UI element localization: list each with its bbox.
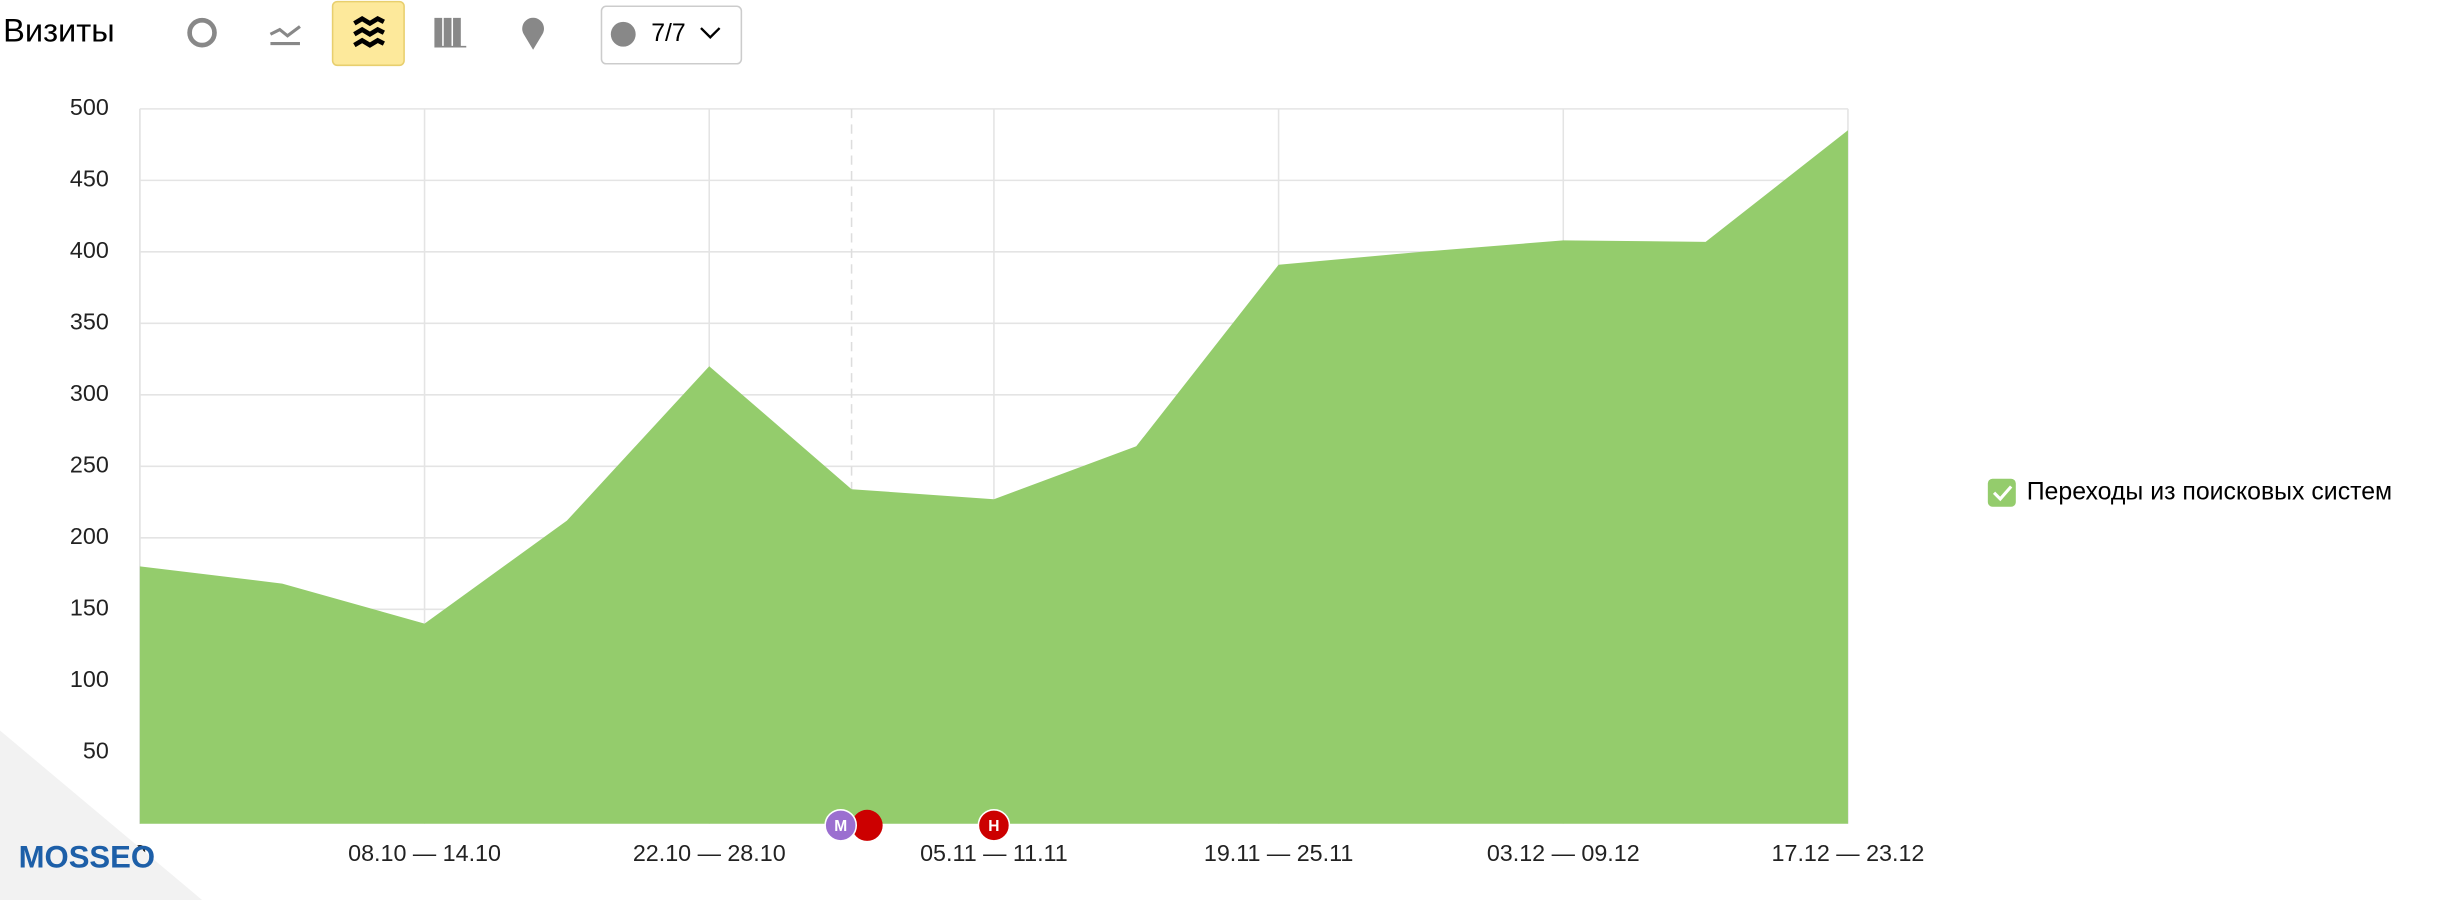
header-title: Визиты	[3, 11, 115, 48]
x-tick-label: 19.11 — 25.11	[1204, 840, 1353, 866]
x-tick-label: 08.10 — 14.10	[348, 840, 501, 866]
annotation-label: Н	[988, 818, 999, 835]
chevron	[700, 27, 721, 40]
y-tick-label: 450	[70, 166, 109, 192]
y-tick-label: 200	[70, 523, 109, 549]
annotation-marker[interactable]	[851, 809, 883, 841]
line-icon[interactable]	[269, 25, 301, 46]
filter-label: 7/7	[651, 19, 686, 47]
x-tick-label: 03.12 — 09.12	[1487, 840, 1640, 866]
comment-icon	[610, 21, 636, 47]
y-tick-label: 300	[70, 380, 109, 406]
y-tick-label: 250	[70, 451, 109, 477]
x-tick-label: 05.11 — 11.11	[920, 840, 1068, 866]
filter-dropdown[interactable]	[600, 5, 743, 65]
toolbar[interactable]: 7/7	[187, 0, 743, 67]
annotation-marker[interactable]	[977, 809, 1011, 842]
plot: 50100150200250300350400450500908.10 — 14…	[70, 94, 1924, 866]
pie-icon[interactable]	[187, 17, 217, 48]
map-icon[interactable]	[522, 17, 544, 50]
x-tick-label: 22.10 — 28.10	[633, 840, 786, 866]
area-icon	[353, 15, 385, 48]
watermark: MOSSEO	[19, 840, 155, 875]
annotation-label: М	[834, 818, 847, 835]
legend-label[interactable]: Переходы из поисковых систем	[2027, 477, 2392, 505]
y-tick-label: 400	[70, 237, 109, 263]
y-tick-label: 50	[83, 737, 109, 763]
area	[139, 130, 1848, 824]
x-tick-label: 17.12 — 23.12	[1772, 840, 1925, 866]
check	[1992, 485, 2013, 502]
y-tick-label: 500	[70, 94, 109, 120]
legend-checkbox[interactable]	[1987, 478, 2016, 507]
y-tick-label: 100	[70, 666, 109, 692]
y-tick-label: 350	[70, 308, 109, 334]
y-tick-label: 150	[70, 594, 109, 620]
annotation-marker[interactable]	[824, 809, 858, 842]
bar-icon[interactable]	[434, 17, 467, 48]
